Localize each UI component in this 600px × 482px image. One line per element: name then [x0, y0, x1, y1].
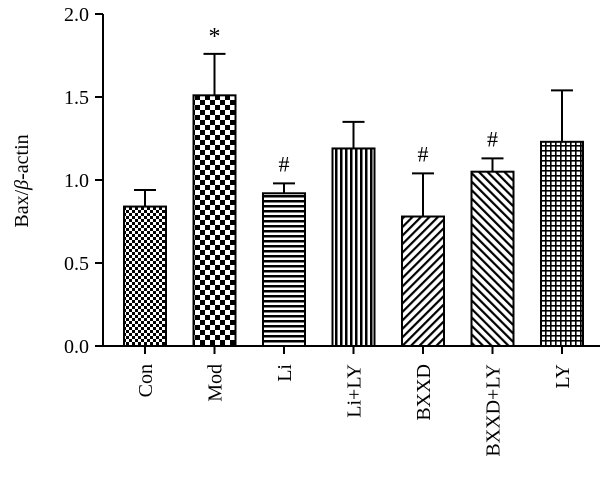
bars: [123, 52, 584, 347]
x-tick-label: BXXD: [413, 364, 435, 421]
axes: [95, 13, 600, 354]
x-tick-label: Con: [135, 364, 157, 397]
labels: 0.0 0.5 1.0 1.5 2.0 Con Mod * Li # Li+LY BXXD # BXXD+…: [64, 4, 574, 457]
x-tick-label: Mod: [205, 364, 227, 402]
bar-mod: [192, 94, 237, 347]
significance-marker: #: [487, 126, 498, 151]
x-tick-label: BXXD+LY: [483, 364, 505, 457]
x-tick-label: Li: [274, 364, 296, 382]
y-tick-label: 1.0: [64, 170, 89, 192]
bar-bxxd: [401, 215, 445, 347]
significance-marker: *: [209, 24, 221, 50]
y-axis-label: Bax/β-actin: [11, 134, 33, 227]
bar-ly: [540, 140, 584, 347]
significance-marker: #: [279, 151, 290, 176]
y-tick-label: 0.0: [64, 336, 89, 358]
y-tick-label: 2.0: [64, 4, 89, 26]
significance-marker: #: [418, 141, 429, 166]
bar-con: [123, 205, 167, 347]
x-tick-label: LY: [552, 364, 574, 389]
bar-li-ly: [331, 147, 376, 347]
bar-bxxd-ly: [470, 170, 515, 347]
y-tick-label: 0.5: [64, 253, 89, 275]
x-tick-label: Li+LY: [344, 364, 366, 418]
bar-li: [262, 192, 306, 347]
y-tick-label: 1.5: [64, 87, 89, 109]
